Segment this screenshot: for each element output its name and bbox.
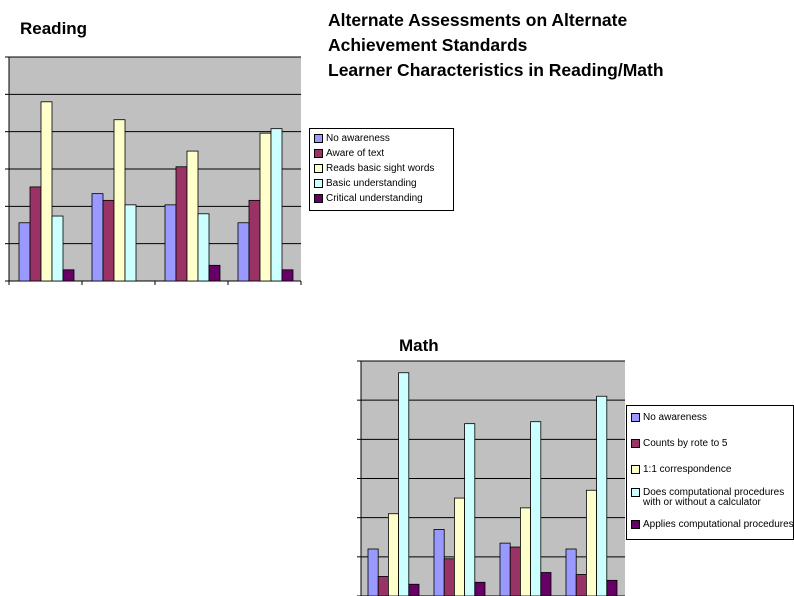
reading-legend-item: Critical understanding <box>314 193 423 204</box>
math-bar <box>387 513 399 596</box>
page-title-line-2: Achievement Standards <box>328 35 528 55</box>
math-bar <box>596 395 608 596</box>
math-legend-swatch <box>631 465 640 474</box>
math-legend-swatch <box>631 413 640 422</box>
math-bar <box>474 581 486 596</box>
reading-bar <box>113 119 126 282</box>
math-bar <box>443 558 455 596</box>
reading-bar <box>40 101 53 282</box>
math-bar <box>606 579 618 596</box>
math-legend-swatch <box>631 488 640 497</box>
page-title: Alternate Assessments on Alternate Achie… <box>328 8 664 83</box>
math-legend-label: 1:1 correspondence <box>643 464 732 475</box>
math-bar <box>464 423 476 596</box>
math-bar <box>575 574 587 596</box>
math-legend-swatch <box>631 439 640 448</box>
math-legend-item: 1:1 correspondence <box>631 464 731 475</box>
reading-legend-item: Reads basic sight words <box>314 163 434 174</box>
math-bar <box>433 529 445 596</box>
math-bar <box>398 372 410 596</box>
math-legend-label: No awareness <box>643 412 707 423</box>
math-legend-item: Does computational procedures with or wi… <box>631 488 793 508</box>
reading-bar <box>197 213 210 282</box>
reading-bar <box>51 215 64 282</box>
reading-legend-label: Basic understanding <box>326 178 417 189</box>
math-legend-label: Counts by rote to 5 <box>643 438 728 449</box>
reading-legend-swatch <box>314 134 323 143</box>
reading-legend-item: No awareness <box>314 133 390 144</box>
reading-bar <box>281 269 294 282</box>
reading-legend-swatch <box>314 194 323 203</box>
math-bar <box>377 576 389 596</box>
math-bar <box>408 583 420 596</box>
math-bar <box>453 497 465 596</box>
math-bar <box>530 421 542 596</box>
reading-legend-item: Basic understanding <box>314 178 417 189</box>
reading-legend-label: Reads basic sight words <box>326 163 435 174</box>
page-title-line-1: Alternate Assessments on Alternate <box>328 10 628 30</box>
reading-bar <box>124 204 137 282</box>
reading-legend: No awareness Aware of text Reads basic sig… <box>309 128 454 211</box>
math-bar <box>499 542 511 596</box>
page-title-line-3: Learner Characteristics in Reading/Math <box>328 60 664 80</box>
math-legend-item: Counts by rote to 5 <box>631 438 728 449</box>
math-bar <box>520 507 532 596</box>
math-legend-label: Does computational procedures with or wi… <box>643 487 785 508</box>
reading-legend-label: Critical understanding <box>326 193 423 204</box>
reading-legend-swatch <box>314 164 323 173</box>
math-legend-swatch <box>631 520 640 529</box>
math-legend-item: Applies computational procedures <box>631 519 794 530</box>
math-bar <box>565 548 577 596</box>
reading-legend-swatch <box>314 149 323 158</box>
reading-legend-label: No awareness <box>326 133 390 144</box>
reading-legend-swatch <box>314 179 323 188</box>
reading-bar <box>208 264 221 282</box>
reading-bar <box>62 269 75 282</box>
reading-legend-item: Aware of text <box>314 148 384 159</box>
reading-chart-title: Reading <box>20 19 88 38</box>
reading-legend-label: Aware of text <box>326 148 385 159</box>
math-legend: No awareness Counts by rote to 5 1:1 corre… <box>626 405 794 540</box>
math-bar <box>367 548 379 596</box>
math-legend-label: Applies computational procedures <box>643 519 794 530</box>
reading-bar <box>270 128 283 282</box>
math-bar <box>509 546 521 596</box>
math-chart-title: Math <box>399 336 439 355</box>
math-legend-item: No awareness <box>631 412 707 423</box>
math-bar <box>586 489 598 596</box>
math-bar <box>540 572 552 596</box>
